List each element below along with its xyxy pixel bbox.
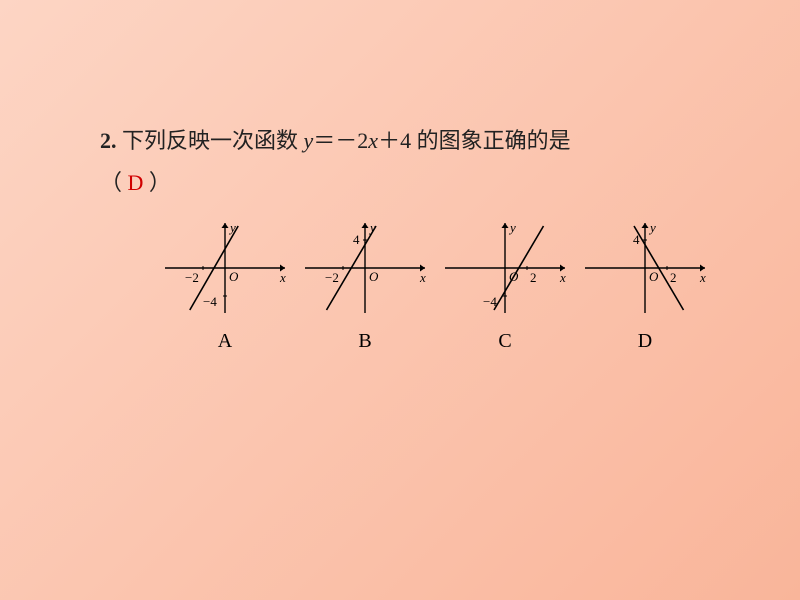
svg-text:−2: −2 [325,270,339,285]
question-block: 2. 下列反映一次函数 y＝－2x＋4 的图象正确的是 （ D ） [100,120,740,204]
option-C: C [440,330,570,353]
svg-text:O: O [649,269,659,284]
question-suffix: 的图象正确的是 [417,128,571,153]
svg-text:O: O [509,269,519,284]
svg-text:O: O [369,269,379,284]
formula-eq: ＝－2 [313,128,368,153]
charts-row: xyO−2−4 xyO−24 xyO2−4 xyO24 [160,218,720,328]
svg-text:y: y [508,220,516,235]
svg-text:x: x [559,270,566,285]
slide-page: 2. 下列反映一次函数 y＝－2x＋4 的图象正确的是 （ D ） xyO−2−… [0,0,800,600]
option-D: D [580,330,710,353]
option-B: B [300,330,430,353]
option-A: A [160,330,290,353]
svg-text:−4: −4 [203,294,217,309]
paren-open: （ [100,170,122,195]
svg-text:4: 4 [633,232,640,247]
svg-text:2: 2 [670,270,677,285]
chart-A: x y O −2 −4 [160,218,290,318]
svg-text:x: x [699,270,706,285]
svg-text:4: 4 [353,232,360,247]
svg-text:y: y [228,220,236,235]
svg-text:2: 2 [530,270,537,285]
formula-x: x [368,128,378,153]
svg-text:−4: −4 [483,294,497,309]
formula-tail: ＋4 [378,128,411,153]
svg-text:y: y [368,220,376,235]
chart-B: x y O −2 4 [300,218,430,318]
svg-text:O: O [229,269,239,284]
question-number: 2. [100,128,117,153]
paren-close: ） [149,170,171,195]
svg-text:x: x [419,270,426,285]
question-prefix: 下列反映一次函数 [122,128,304,153]
svg-text:y: y [648,220,656,235]
option-labels: A B C D [160,330,720,360]
chart-D: x y O2 4 [580,218,710,318]
chart-C: x y O2 −4 [440,218,570,318]
answer: D [128,170,144,195]
formula-y: y [304,128,314,153]
svg-text:−2: −2 [185,270,199,285]
svg-text:x: x [279,270,286,285]
